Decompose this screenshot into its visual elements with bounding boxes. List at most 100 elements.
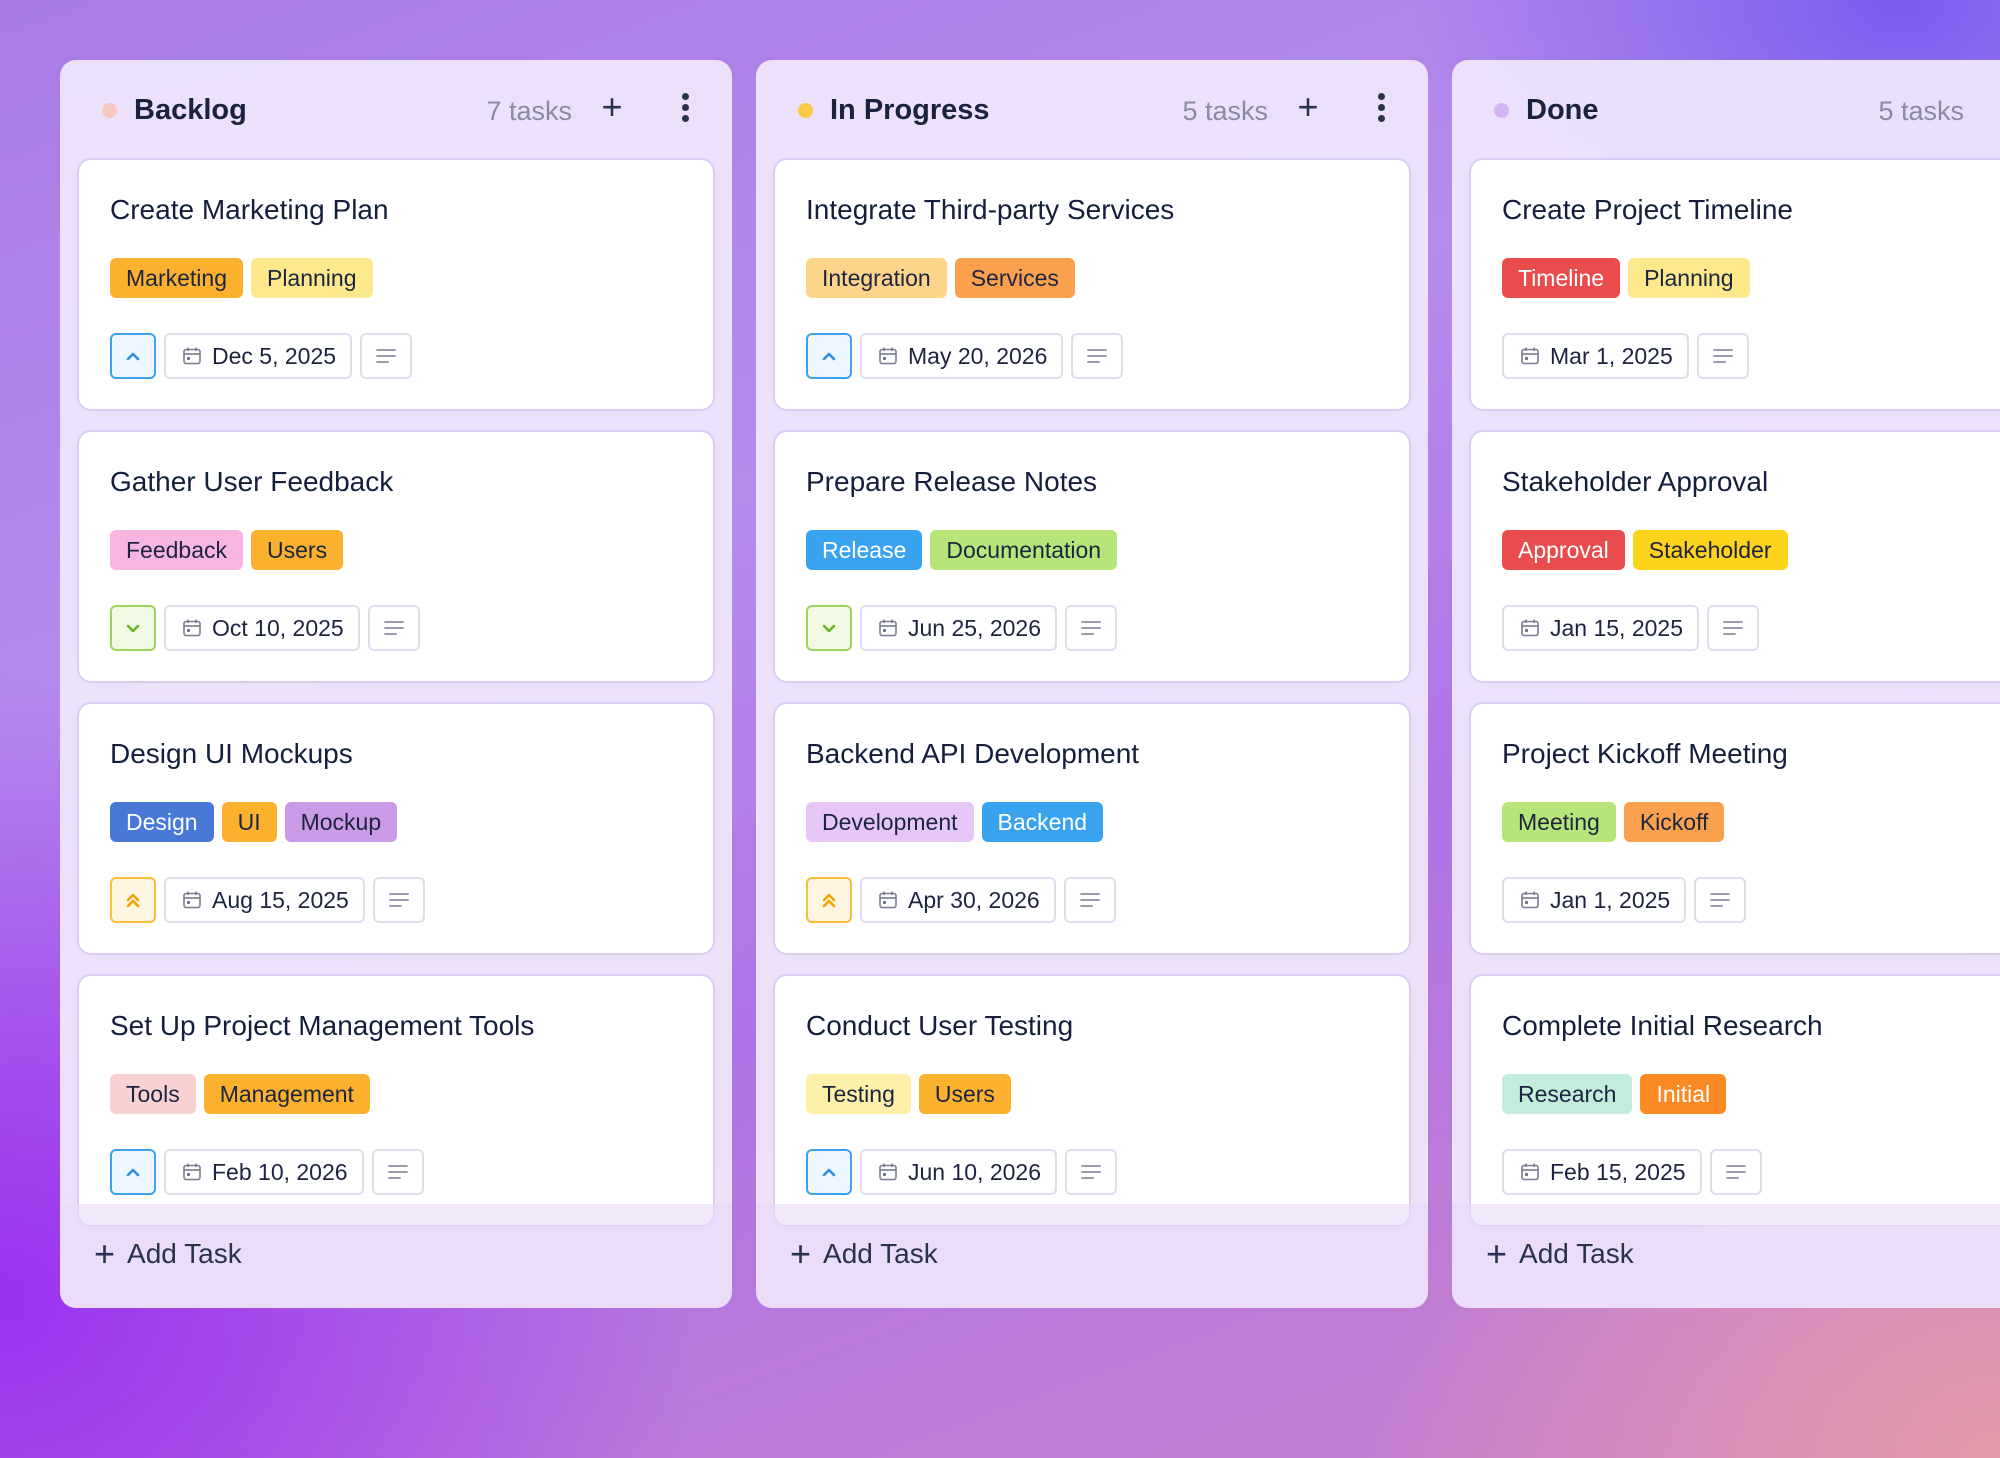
due-date-button[interactable]: Dec 5, 2025 — [164, 333, 353, 379]
task-card[interactable]: Stakeholder Approval Approval Stakeholder J… — [1469, 430, 2000, 683]
add-task-button[interactable]: + Add Task — [790, 1224, 938, 1284]
due-date-button[interactable]: Jan 1, 2025 — [1502, 877, 1687, 923]
due-date: Mar 1, 2025 — [1550, 342, 1673, 369]
tag[interactable]: Users — [251, 530, 344, 570]
add-task-button[interactable]: + Add Task — [1486, 1224, 1634, 1284]
notes-button[interactable] — [360, 333, 413, 379]
tag-list: Design UI Mockup — [110, 802, 398, 842]
notes-button[interactable] — [1063, 877, 1116, 923]
task-card[interactable]: Backend API Development Development Backen… — [773, 702, 1411, 955]
column-title: In Progress — [830, 94, 990, 126]
priority-button[interactable] — [806, 877, 852, 923]
tag[interactable]: Users — [918, 1074, 1011, 1114]
tag[interactable]: Planning — [1628, 258, 1750, 298]
notes-button[interactable] — [1071, 333, 1124, 379]
notes-button[interactable] — [367, 605, 420, 651]
notes-button[interactable] — [1694, 877, 1747, 923]
task-card[interactable]: Integrate Third-party Services Integratio… — [773, 158, 1411, 411]
add-task-button[interactable]: + Add Task — [94, 1224, 242, 1284]
due-date-button[interactable]: Jan 15, 2025 — [1502, 605, 1700, 651]
more-options-icon[interactable] — [670, 88, 700, 128]
due-date-button[interactable]: Jun 25, 2026 — [860, 605, 1058, 651]
due-date-button[interactable]: Feb 15, 2025 — [1502, 1149, 1702, 1195]
tag[interactable]: UI — [221, 802, 277, 842]
task-card[interactable]: Prepare Release Notes Release Documentatio… — [773, 430, 1411, 683]
due-date-button[interactable]: Mar 1, 2025 — [1502, 333, 1689, 379]
tag[interactable]: Services — [954, 258, 1075, 298]
card-list: Create Marketing Plan Marketing Planning De… — [60, 158, 732, 1264]
notes-button[interactable] — [1065, 1149, 1118, 1195]
tag[interactable]: Initial — [1640, 1074, 1727, 1114]
tag[interactable]: Research — [1502, 1074, 1633, 1114]
priority-button[interactable] — [110, 605, 156, 651]
notes-icon — [1079, 893, 1100, 907]
priority-button[interactable] — [110, 1149, 156, 1195]
notes-button[interactable] — [1707, 605, 1760, 651]
task-card[interactable]: Complete Initial Research Research Initial… — [1469, 974, 2000, 1227]
due-date-button[interactable]: Jun 10, 2026 — [860, 1149, 1058, 1195]
add-task-label: Add Task — [127, 1238, 242, 1269]
notes-icon — [1712, 349, 1733, 363]
tag[interactable]: Approval — [1502, 530, 1625, 570]
due-date-button[interactable]: May 20, 2026 — [860, 333, 1064, 379]
priority-button[interactable] — [806, 605, 852, 651]
priority-button[interactable] — [110, 877, 156, 923]
priority-button[interactable] — [806, 1149, 852, 1195]
tag[interactable]: Release — [806, 530, 923, 570]
task-card[interactable]: Design UI Mockups Design UI Mockup Aug 15, 2… — [77, 702, 715, 955]
tag[interactable]: Marketing — [110, 258, 243, 298]
tag[interactable]: Tools — [110, 1074, 196, 1114]
calendar-icon — [879, 347, 897, 365]
card-meta: Jun 10, 2026 — [806, 1149, 1118, 1195]
tag[interactable]: Development — [806, 802, 974, 842]
due-date-button[interactable]: Feb 10, 2026 — [164, 1149, 364, 1195]
calendar-icon — [183, 619, 201, 637]
tag[interactable]: Planning — [250, 258, 373, 298]
task-card[interactable]: Create Marketing Plan Marketing Planning De… — [77, 158, 715, 411]
task-card[interactable]: Gather User Feedback Feedback Users Oct 10,… — [77, 430, 715, 683]
due-date-button[interactable]: Oct 10, 2025 — [164, 605, 360, 651]
task-card[interactable]: Create Project Timeline Timeline Planning M… — [1469, 158, 2000, 411]
tag-list: Testing Users — [806, 1074, 1011, 1114]
calendar-icon — [879, 619, 897, 637]
tag[interactable]: Feedback — [110, 530, 244, 570]
tag[interactable]: Documentation — [930, 530, 1118, 570]
task-card[interactable]: Set Up Project Management Tools Tools Mana… — [77, 974, 715, 1227]
tag-list: Research Initial — [1502, 1074, 1727, 1114]
more-options-icon[interactable] — [1366, 88, 1396, 128]
chevron-down-icon — [822, 624, 836, 633]
tag[interactable]: Backend — [981, 802, 1104, 842]
tag[interactable]: Meeting — [1502, 802, 1616, 842]
tag[interactable]: Testing — [806, 1074, 911, 1114]
status-dot — [102, 103, 117, 118]
tag[interactable]: Mockup — [284, 802, 398, 842]
notes-button[interactable] — [1065, 605, 1118, 651]
notes-button[interactable] — [372, 877, 425, 923]
tag[interactable]: Integration — [806, 258, 947, 298]
card-list: Create Project Timeline Timeline Planning M… — [1452, 158, 2000, 1264]
calendar-icon — [1521, 1163, 1539, 1181]
due-date-button[interactable]: Apr 30, 2026 — [860, 877, 1056, 923]
tag[interactable]: Stakeholder — [1632, 530, 1788, 570]
notes-button[interactable] — [1709, 1149, 1762, 1195]
due-date: Jun 10, 2026 — [908, 1158, 1042, 1185]
task-card[interactable]: Project Kickoff Meeting Meeting Kickoff Jan… — [1469, 702, 2000, 955]
tag[interactable]: Management — [203, 1074, 370, 1114]
priority-button[interactable] — [806, 333, 852, 379]
priority-button[interactable] — [110, 333, 156, 379]
add-card-button[interactable]: + — [1297, 86, 1319, 127]
task-title: Gather User Feedback — [110, 466, 394, 497]
task-title: Complete Initial Research — [1502, 1010, 1823, 1041]
notes-button[interactable] — [1696, 333, 1749, 379]
card-list: Integrate Third-party Services Integratio… — [756, 158, 1428, 1264]
tag[interactable]: Design — [110, 802, 214, 842]
add-card-button[interactable]: + — [601, 86, 623, 127]
tag[interactable]: Timeline — [1502, 258, 1621, 298]
due-date-button[interactable]: Aug 15, 2025 — [164, 877, 365, 923]
tag[interactable]: Kickoff — [1623, 802, 1725, 842]
column-footer: + Add Task — [1452, 1204, 2000, 1308]
notes-button[interactable] — [371, 1149, 424, 1195]
task-card[interactable]: Conduct User Testing Testing Users Jun 10, … — [773, 974, 1411, 1227]
task-title: Set Up Project Management Tools — [110, 1010, 535, 1041]
